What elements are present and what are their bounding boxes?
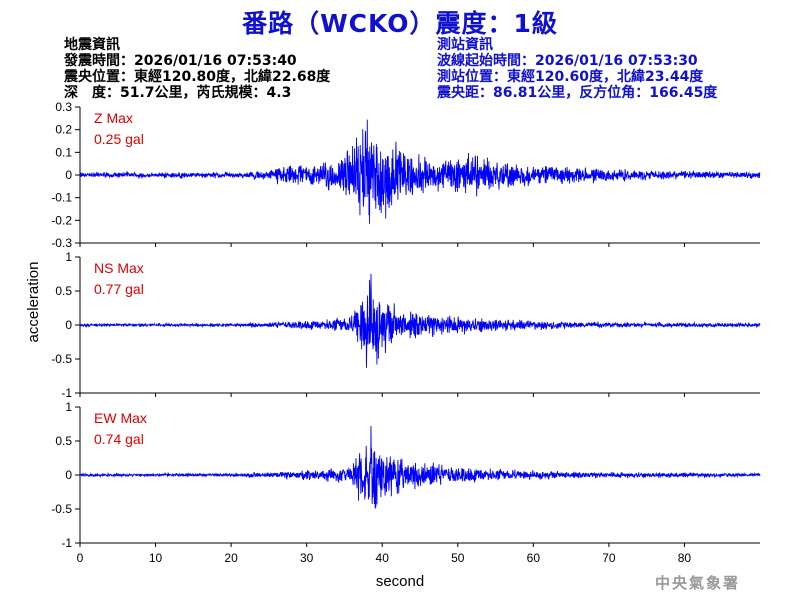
- y-tick-label: -0.1: [51, 191, 72, 205]
- waveform-trace-ns: [79, 273, 761, 368]
- epicenter-location: 震央位置：東經120.80度，北緯22.68度: [64, 69, 331, 85]
- y-tick-label: -1: [61, 386, 72, 400]
- max-title-z: Z Max: [94, 110, 133, 126]
- wave-start-time: 波線起始時間：2026/01/16 07:53:30: [437, 53, 698, 69]
- x-tick-label: 30: [300, 551, 314, 565]
- y-tick-label: -0.2: [51, 213, 72, 227]
- y-tick-label: 0.5: [55, 284, 72, 298]
- earthquake-info-heading: 地震資訊: [64, 37, 120, 53]
- x-tick-label: 20: [224, 551, 238, 565]
- station-info: 測站資訊 波線起始時間：2026/01/16 07:53:30 測站位置：東經1…: [437, 37, 717, 101]
- x-axis-label: second: [376, 573, 424, 590]
- max-title-ew: EW Max: [94, 410, 147, 426]
- x-tick-label: 0: [77, 551, 84, 565]
- y-tick-label: 0.2: [55, 123, 72, 137]
- depth-magnitude: 深 度：51.7公里，芮氏規模：4.3: [64, 85, 292, 101]
- y-tick-label: -0.5: [51, 352, 72, 366]
- station-location: 測站位置：東經120.60度，北緯23.44度: [437, 69, 704, 85]
- max-value-z: 0.25 gal: [94, 131, 144, 147]
- y-tick-label: 0: [65, 318, 72, 332]
- y-tick-label: 0.5: [55, 434, 72, 448]
- max-value-ew: 0.74 gal: [94, 431, 144, 447]
- y-tick-label: 0: [65, 468, 72, 482]
- waveform-trace-ew: [79, 425, 761, 509]
- x-tick-label: 50: [451, 551, 465, 565]
- max-value-ns: 0.77 gal: [94, 281, 144, 297]
- earthquake-info: 地震資訊 發震時間：2026/01/16 07:53:40 震央位置：東經120…: [64, 37, 330, 101]
- y-tick-label: -0.3: [51, 236, 72, 250]
- y-axis-label: acceleration: [25, 262, 42, 343]
- epicentral-distance: 震央距：86.81公里，反方位角：166.45度: [437, 85, 718, 101]
- y-tick-label: -0.5: [51, 502, 72, 516]
- x-tick-label: 40: [376, 551, 390, 565]
- y-tick-label: 1: [65, 250, 72, 264]
- x-tick-label: 80: [678, 551, 692, 565]
- origin-time: 發震時間：2026/01/16 07:53:40: [64, 53, 297, 69]
- max-title-ns: NS Max: [94, 260, 144, 276]
- chart-title: 番路（WCKO）震度：1級: [242, 9, 558, 38]
- waveform-trace-z: [79, 119, 761, 224]
- x-tick-label: 60: [527, 551, 541, 565]
- station-info-heading: 測站資訊: [437, 37, 493, 53]
- agency-name: 中央氣象署: [655, 574, 741, 592]
- y-tick-label: -1: [61, 536, 72, 550]
- y-tick-label: 0: [65, 168, 72, 182]
- x-tick-label: 70: [602, 551, 616, 565]
- y-tick-label: 0.1: [55, 145, 72, 159]
- x-tick-label: 10: [149, 551, 163, 565]
- y-tick-label: 1: [65, 400, 72, 414]
- y-tick-label: 0.3: [55, 100, 72, 114]
